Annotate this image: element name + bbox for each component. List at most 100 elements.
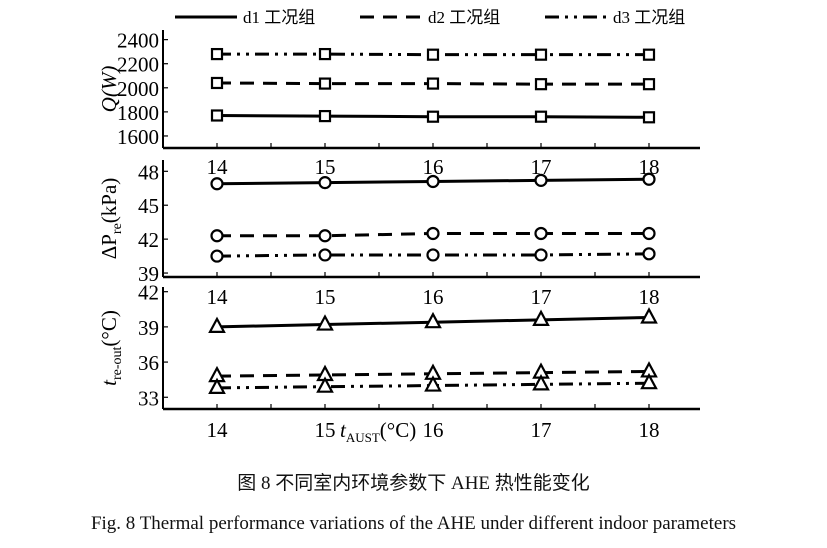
data-point-circle [318, 229, 332, 243]
series-3 [210, 247, 656, 263]
y-tick-label: 36 [138, 351, 159, 375]
x-tick-label: 15 [315, 418, 336, 442]
x-tick-label: 18 [639, 418, 660, 442]
data-point-circle [534, 226, 548, 241]
series-2 [210, 76, 656, 91]
legend-label: d3 工况组 [613, 8, 685, 27]
data-point-circle [426, 174, 440, 189]
x-tick-label: 17 [531, 155, 552, 179]
y-tick-label: 2400 [117, 29, 159, 53]
y-tick-label: 1600 [117, 125, 159, 149]
x-tick-label: 18 [639, 155, 660, 179]
data-point-triangle [640, 372, 658, 390]
data-point-square [318, 109, 332, 123]
y-axis-label-main: Q(W) [97, 66, 121, 113]
series-2 [210, 226, 656, 243]
y-axis-label-main: t [97, 379, 121, 386]
data-point-circle [426, 226, 440, 241]
data-point-circle [210, 177, 224, 191]
y-axis-label-sub: re [110, 223, 125, 234]
x-tick-label: 18 [639, 285, 660, 309]
legend-item: d3 工况组 [545, 8, 685, 27]
x-tick-label: 14 [207, 285, 229, 309]
data-point-square [210, 109, 224, 122]
y-axis-label: ΔPre(kPa) [97, 178, 125, 260]
series-3 [208, 372, 658, 394]
x-tick-label: 17 [531, 418, 552, 442]
y-axis-label-unit: (kPa) [97, 178, 121, 224]
x-axis-label: tAUST(°C) [340, 418, 416, 445]
data-point-circle [642, 247, 656, 261]
x-axis-label-sub: AUST [346, 430, 380, 445]
x-tick-label: 17 [531, 285, 552, 309]
data-point-square [534, 110, 548, 123]
y-tick-label: 48 [138, 160, 159, 184]
y-tick-label: 42 [138, 228, 159, 252]
series-1 [208, 307, 658, 333]
data-point-circle [534, 173, 548, 187]
legend-label: d1 工况组 [243, 8, 315, 27]
data-point-circle [210, 249, 224, 263]
y-tick-label: 45 [138, 194, 159, 218]
x-tick-label: 14 [207, 418, 229, 442]
y-tick-label: 42 [138, 281, 159, 305]
legend-item: d1 工况组 [175, 8, 315, 27]
data-point-square [534, 48, 548, 61]
data-point-square [318, 47, 332, 61]
data-point-circle [210, 229, 224, 243]
data-point-triangle [316, 376, 334, 393]
y-axis-label: Q(W) [97, 66, 121, 113]
data-point-triangle [640, 307, 658, 324]
y-axis-label: tre-out(°C) [97, 310, 125, 386]
caption-english: Fig. 8 Thermal performance variations of… [90, 513, 737, 534]
data-point-square [642, 48, 656, 61]
data-point-square [318, 77, 332, 90]
y-tick-label: 39 [138, 316, 159, 340]
data-point-circle [318, 176, 332, 190]
legend-label: d2 工况组 [428, 8, 500, 27]
data-point-triangle [424, 375, 442, 392]
data-point-square [210, 47, 224, 61]
x-tick-label: 16 [423, 155, 444, 179]
data-point-square [534, 78, 548, 91]
data-point-square [426, 48, 440, 61]
y-tick-label: 2200 [117, 53, 159, 77]
data-point-triangle [424, 311, 442, 329]
data-point-circle [318, 248, 332, 262]
data-point-circle [642, 172, 656, 186]
x-axis-label-main: t [340, 418, 347, 442]
data-point-circle [534, 248, 548, 262]
x-tick-label: 16 [423, 285, 444, 309]
data-point-triangle [532, 309, 550, 326]
data-point-triangle [208, 316, 226, 333]
y-tick-label: 33 [138, 386, 159, 410]
y-tick-label: 2000 [117, 77, 159, 101]
x-tick-label: 16 [423, 418, 444, 442]
series-1 [210, 172, 656, 191]
y-tick-label: 39 [138, 262, 159, 286]
y-axis-label-main: ΔP [97, 234, 121, 259]
data-point-circle [426, 248, 440, 262]
data-point-triangle [208, 377, 226, 394]
data-point-square [642, 78, 656, 91]
data-point-triangle [316, 314, 334, 331]
y-tick-label: 1800 [117, 101, 159, 125]
x-tick-label: 15 [315, 285, 336, 309]
x-axis-label-unit: (°C) [380, 418, 416, 442]
legend-item: d2 工况组 [360, 8, 500, 27]
y-axis-label-sub: re-out [110, 346, 125, 380]
data-point-square [642, 111, 656, 124]
data-point-triangle [532, 374, 550, 391]
data-point-square [426, 77, 440, 90]
data-point-circle [642, 226, 656, 241]
data-point-square [210, 76, 224, 90]
caption-chinese: 图 8 不同室内环境参数下 AHE 热性能变化 [237, 473, 590, 494]
data-point-square [426, 110, 440, 123]
y-axis-label-unit: (°C) [97, 310, 121, 346]
x-tick-label: 15 [315, 155, 336, 179]
